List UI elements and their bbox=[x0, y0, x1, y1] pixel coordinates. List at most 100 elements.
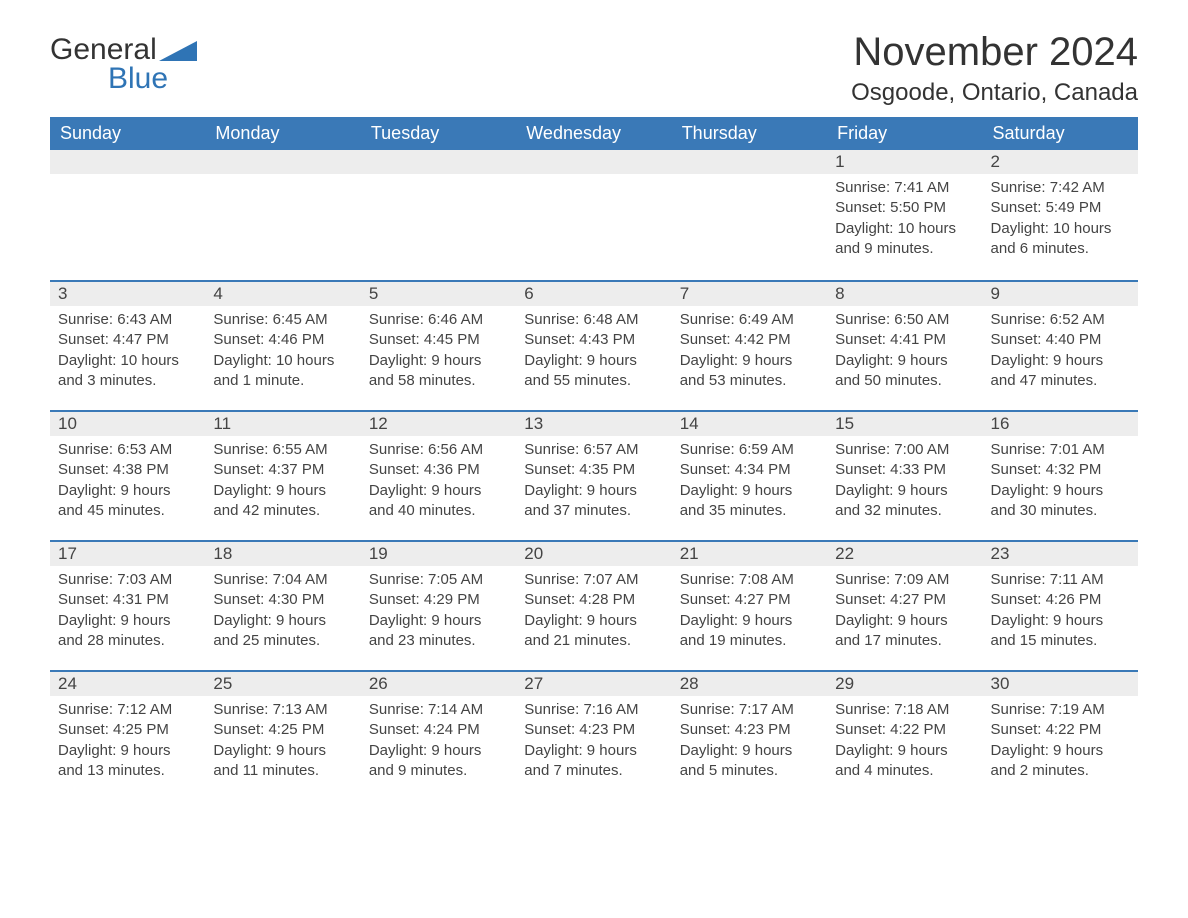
calendar-header-row: SundayMondayTuesdayWednesdayThursdayFrid… bbox=[50, 117, 1138, 150]
day-body: Sunrise: 7:05 AMSunset: 4:29 PMDaylight:… bbox=[361, 566, 516, 659]
day-body: Sunrise: 7:19 AMSunset: 4:22 PMDaylight:… bbox=[983, 696, 1138, 789]
sunset-text: Sunset: 4:46 PM bbox=[213, 330, 352, 350]
sunset-text: Sunset: 4:32 PM bbox=[991, 460, 1130, 480]
calendar-day-cell: 3Sunrise: 6:43 AMSunset: 4:47 PMDaylight… bbox=[50, 280, 205, 410]
calendar-day-cell: 4Sunrise: 6:45 AMSunset: 4:46 PMDaylight… bbox=[205, 280, 360, 410]
day-number: 5 bbox=[361, 280, 516, 306]
day-body: Sunrise: 6:53 AMSunset: 4:38 PMDaylight:… bbox=[50, 436, 205, 529]
day-number-blank bbox=[672, 150, 827, 174]
sunset-text: Sunset: 4:31 PM bbox=[58, 590, 197, 610]
sunset-text: Sunset: 4:34 PM bbox=[680, 460, 819, 480]
day-body: Sunrise: 6:55 AMSunset: 4:37 PMDaylight:… bbox=[205, 436, 360, 529]
day-number: 24 bbox=[50, 670, 205, 696]
day-body: Sunrise: 7:14 AMSunset: 4:24 PMDaylight:… bbox=[361, 696, 516, 789]
calendar-day-cell: 22Sunrise: 7:09 AMSunset: 4:27 PMDayligh… bbox=[827, 540, 982, 670]
sunset-text: Sunset: 4:35 PM bbox=[524, 460, 663, 480]
daylight-text: Daylight: 9 hours and 13 minutes. bbox=[58, 741, 197, 782]
sunrise-text: Sunrise: 7:00 AM bbox=[835, 440, 974, 460]
logo-blue-text: Blue bbox=[50, 65, 197, 94]
day-header: Thursday bbox=[672, 117, 827, 150]
sunset-text: Sunset: 4:42 PM bbox=[680, 330, 819, 350]
day-header: Sunday bbox=[50, 117, 205, 150]
day-number: 25 bbox=[205, 670, 360, 696]
day-number: 7 bbox=[672, 280, 827, 306]
calendar-week-row: 24Sunrise: 7:12 AMSunset: 4:25 PMDayligh… bbox=[50, 670, 1138, 800]
calendar-week-row: 1Sunrise: 7:41 AMSunset: 5:50 PMDaylight… bbox=[50, 150, 1138, 280]
calendar-day-cell: 15Sunrise: 7:00 AMSunset: 4:33 PMDayligh… bbox=[827, 410, 982, 540]
calendar-day-cell: 11Sunrise: 6:55 AMSunset: 4:37 PMDayligh… bbox=[205, 410, 360, 540]
day-header: Wednesday bbox=[516, 117, 671, 150]
sunset-text: Sunset: 4:23 PM bbox=[524, 720, 663, 740]
daylight-text: Daylight: 10 hours and 1 minute. bbox=[213, 351, 352, 392]
sunrise-text: Sunrise: 6:56 AM bbox=[369, 440, 508, 460]
calendar-day-cell: 23Sunrise: 7:11 AMSunset: 4:26 PMDayligh… bbox=[983, 540, 1138, 670]
calendar-week-row: 10Sunrise: 6:53 AMSunset: 4:38 PMDayligh… bbox=[50, 410, 1138, 540]
calendar-day-cell: 7Sunrise: 6:49 AMSunset: 4:42 PMDaylight… bbox=[672, 280, 827, 410]
sunset-text: Sunset: 5:49 PM bbox=[991, 198, 1130, 218]
sunset-text: Sunset: 4:41 PM bbox=[835, 330, 974, 350]
calendar-day-cell: 9Sunrise: 6:52 AMSunset: 4:40 PMDaylight… bbox=[983, 280, 1138, 410]
day-header: Tuesday bbox=[361, 117, 516, 150]
sunrise-text: Sunrise: 6:43 AM bbox=[58, 310, 197, 330]
daylight-text: Daylight: 9 hours and 9 minutes. bbox=[369, 741, 508, 782]
calendar-day-cell: 30Sunrise: 7:19 AMSunset: 4:22 PMDayligh… bbox=[983, 670, 1138, 800]
calendar-day-cell: 1Sunrise: 7:41 AMSunset: 5:50 PMDaylight… bbox=[827, 150, 982, 280]
day-body: Sunrise: 7:11 AMSunset: 4:26 PMDaylight:… bbox=[983, 566, 1138, 659]
daylight-text: Daylight: 9 hours and 30 minutes. bbox=[991, 481, 1130, 522]
logo-triangle-icon bbox=[159, 39, 197, 64]
daylight-text: Daylight: 9 hours and 32 minutes. bbox=[835, 481, 974, 522]
sunrise-text: Sunrise: 6:52 AM bbox=[991, 310, 1130, 330]
sunrise-text: Sunrise: 7:18 AM bbox=[835, 700, 974, 720]
daylight-text: Daylight: 9 hours and 50 minutes. bbox=[835, 351, 974, 392]
day-body: Sunrise: 7:13 AMSunset: 4:25 PMDaylight:… bbox=[205, 696, 360, 789]
daylight-text: Daylight: 9 hours and 42 minutes. bbox=[213, 481, 352, 522]
sunrise-text: Sunrise: 7:13 AM bbox=[213, 700, 352, 720]
daylight-text: Daylight: 9 hours and 40 minutes. bbox=[369, 481, 508, 522]
calendar-day-cell: 21Sunrise: 7:08 AMSunset: 4:27 PMDayligh… bbox=[672, 540, 827, 670]
day-body: Sunrise: 6:49 AMSunset: 4:42 PMDaylight:… bbox=[672, 306, 827, 399]
sunset-text: Sunset: 4:28 PM bbox=[524, 590, 663, 610]
day-number: 8 bbox=[827, 280, 982, 306]
day-number: 12 bbox=[361, 410, 516, 436]
sunrise-text: Sunrise: 6:57 AM bbox=[524, 440, 663, 460]
day-number-blank bbox=[361, 150, 516, 174]
day-number: 6 bbox=[516, 280, 671, 306]
sunset-text: Sunset: 4:40 PM bbox=[991, 330, 1130, 350]
calendar-day-cell bbox=[50, 150, 205, 280]
day-number: 14 bbox=[672, 410, 827, 436]
sunrise-text: Sunrise: 7:11 AM bbox=[991, 570, 1130, 590]
day-number: 29 bbox=[827, 670, 982, 696]
calendar-day-cell: 18Sunrise: 7:04 AMSunset: 4:30 PMDayligh… bbox=[205, 540, 360, 670]
calendar-day-cell: 10Sunrise: 6:53 AMSunset: 4:38 PMDayligh… bbox=[50, 410, 205, 540]
daylight-text: Daylight: 9 hours and 11 minutes. bbox=[213, 741, 352, 782]
sunrise-text: Sunrise: 7:09 AM bbox=[835, 570, 974, 590]
sunset-text: Sunset: 5:50 PM bbox=[835, 198, 974, 218]
day-number: 3 bbox=[50, 280, 205, 306]
daylight-text: Daylight: 9 hours and 25 minutes. bbox=[213, 611, 352, 652]
day-number: 1 bbox=[827, 150, 982, 174]
calendar-day-cell: 24Sunrise: 7:12 AMSunset: 4:25 PMDayligh… bbox=[50, 670, 205, 800]
day-number: 9 bbox=[983, 280, 1138, 306]
sunrise-text: Sunrise: 7:08 AM bbox=[680, 570, 819, 590]
calendar-week-row: 17Sunrise: 7:03 AMSunset: 4:31 PMDayligh… bbox=[50, 540, 1138, 670]
day-number: 27 bbox=[516, 670, 671, 696]
sunset-text: Sunset: 4:30 PM bbox=[213, 590, 352, 610]
sunset-text: Sunset: 4:29 PM bbox=[369, 590, 508, 610]
sunset-text: Sunset: 4:22 PM bbox=[835, 720, 974, 740]
calendar-day-cell: 17Sunrise: 7:03 AMSunset: 4:31 PMDayligh… bbox=[50, 540, 205, 670]
sunrise-text: Sunrise: 7:01 AM bbox=[991, 440, 1130, 460]
sunset-text: Sunset: 4:25 PM bbox=[58, 720, 197, 740]
day-body: Sunrise: 6:48 AMSunset: 4:43 PMDaylight:… bbox=[516, 306, 671, 399]
day-number: 17 bbox=[50, 540, 205, 566]
day-body: Sunrise: 7:07 AMSunset: 4:28 PMDaylight:… bbox=[516, 566, 671, 659]
day-body: Sunrise: 7:09 AMSunset: 4:27 PMDaylight:… bbox=[827, 566, 982, 659]
sunrise-text: Sunrise: 7:19 AM bbox=[991, 700, 1130, 720]
daylight-text: Daylight: 9 hours and 35 minutes. bbox=[680, 481, 819, 522]
header: General Blue November 2024 Osgoode, Onta… bbox=[50, 30, 1138, 107]
day-body: Sunrise: 6:59 AMSunset: 4:34 PMDaylight:… bbox=[672, 436, 827, 529]
day-body: Sunrise: 7:16 AMSunset: 4:23 PMDaylight:… bbox=[516, 696, 671, 789]
calendar-day-cell: 19Sunrise: 7:05 AMSunset: 4:29 PMDayligh… bbox=[361, 540, 516, 670]
day-body: Sunrise: 7:42 AMSunset: 5:49 PMDaylight:… bbox=[983, 174, 1138, 267]
calendar-day-cell: 26Sunrise: 7:14 AMSunset: 4:24 PMDayligh… bbox=[361, 670, 516, 800]
day-body: Sunrise: 7:17 AMSunset: 4:23 PMDaylight:… bbox=[672, 696, 827, 789]
